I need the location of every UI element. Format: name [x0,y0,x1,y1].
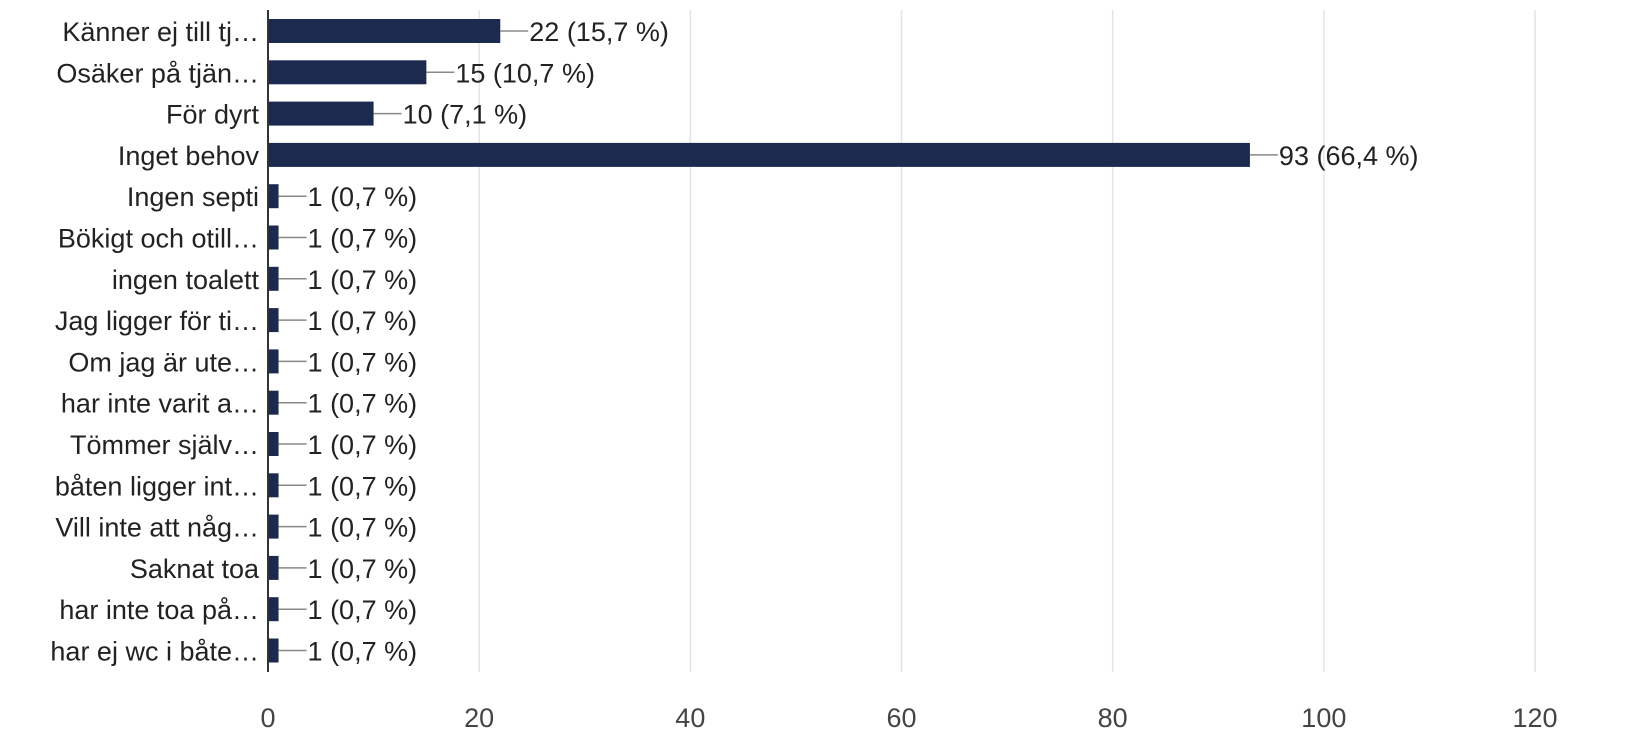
data-label: 1 (0,7 %) [308,554,418,584]
category-label: Om jag är ute… [68,347,259,377]
data-label: 1 (0,7 %) [308,347,418,377]
x-tick-label: 120 [1512,703,1557,733]
data-label: 1 (0,7 %) [308,595,418,625]
bar [268,638,279,663]
x-tick-label: 100 [1301,703,1346,733]
data-label: 15 (10,7 %) [455,58,595,88]
labels: 0 20 40 60 80 100 120 22 (15,7 %) Känner ej till… [50,17,1557,733]
bar [268,266,279,291]
bar [268,225,279,250]
data-label: 22 (15,7 %) [529,17,669,47]
x-tick-label: 80 [1098,703,1128,733]
bar [268,514,279,539]
bar [268,308,279,333]
category-label: Jag ligger för ti… [55,306,259,336]
data-label: 1 (0,7 %) [308,637,418,667]
category-label: Inget behov [118,141,260,171]
category-label: Saknat toa [130,554,260,584]
bar [268,19,501,43]
data-label: 93 (66,4 %) [1279,141,1419,171]
data-label: 1 (0,7 %) [308,389,418,419]
category-label: Tömmer själv… [70,430,259,460]
data-label: 1 (0,7 %) [308,513,418,543]
category-label: För dyrt [166,100,260,130]
data-label: 1 (0,7 %) [308,182,418,212]
category-label: har inte varit a… [61,389,259,419]
data-label: 10 (7,1 %) [403,100,528,130]
x-tick-label: 60 [886,703,916,733]
data-label: 1 (0,7 %) [308,224,418,254]
bar [268,432,279,456]
x-tick-label: 0 [260,703,275,733]
category-label: båten ligger int… [55,471,259,501]
bar [268,349,279,374]
bar [268,142,1250,167]
grid-lines [478,10,1536,672]
bar [268,597,279,622]
bars [268,19,1250,663]
bar [268,101,374,126]
category-label: Vill inte att någ… [55,513,259,543]
data-label: 1 (0,7 %) [308,306,418,336]
data-label: 1 (0,7 %) [308,265,418,295]
category-label: ingen toalett [112,265,260,295]
bar [268,184,279,209]
x-tick-label: 20 [464,703,494,733]
data-label-leaders [278,30,1278,652]
bar [268,60,427,85]
category-label: har ej wc i båte… [50,637,259,667]
data-label: 1 (0,7 %) [308,430,418,460]
category-label: Ingen septi [127,182,259,212]
x-tick-label: 40 [675,703,705,733]
category-label: Osäker på tjän… [56,58,259,88]
category-label: Känner ej till tj… [62,17,259,47]
data-label: 1 (0,7 %) [308,471,418,501]
category-label: Bökigt och otill… [58,224,259,254]
bar [268,390,279,415]
bar [268,555,279,580]
bar [268,473,279,498]
category-label: har inte toa på… [59,595,259,625]
